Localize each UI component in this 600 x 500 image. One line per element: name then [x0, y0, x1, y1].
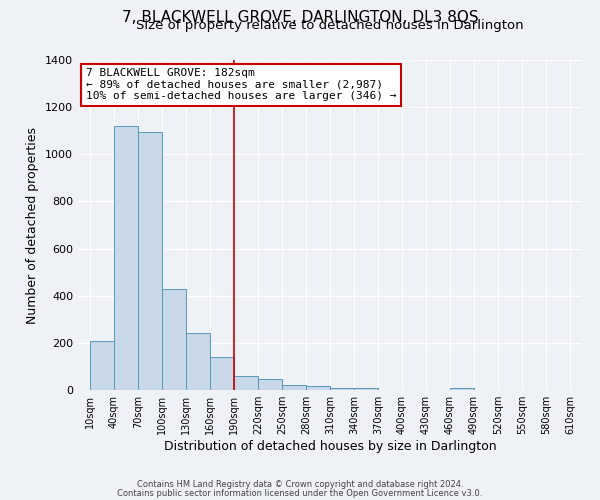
Bar: [330, 388, 354, 390]
Bar: [90, 340, 114, 390]
Text: 7 BLACKWELL GROVE: 182sqm
← 89% of detached houses are smaller (2,987)
10% of se: 7 BLACKWELL GROVE: 182sqm ← 89% of detac…: [86, 68, 396, 102]
Bar: [258, 380, 282, 390]
Bar: [450, 388, 474, 390]
Bar: [354, 388, 378, 390]
Bar: [138, 132, 162, 390]
Bar: [306, 386, 330, 390]
Text: Contains HM Land Registry data © Crown copyright and database right 2024.: Contains HM Land Registry data © Crown c…: [137, 480, 463, 489]
Bar: [114, 126, 138, 390]
Bar: [234, 376, 258, 390]
Bar: [186, 334, 210, 390]
Bar: [162, 288, 186, 390]
Bar: [282, 386, 306, 390]
Bar: [210, 357, 234, 390]
Y-axis label: Number of detached properties: Number of detached properties: [26, 126, 40, 324]
Text: 7, BLACKWELL GROVE, DARLINGTON, DL3 8QS: 7, BLACKWELL GROVE, DARLINGTON, DL3 8QS: [122, 10, 478, 25]
Title: Size of property relative to detached houses in Darlington: Size of property relative to detached ho…: [136, 20, 524, 32]
X-axis label: Distribution of detached houses by size in Darlington: Distribution of detached houses by size …: [164, 440, 496, 453]
Text: Contains public sector information licensed under the Open Government Licence v3: Contains public sector information licen…: [118, 488, 482, 498]
